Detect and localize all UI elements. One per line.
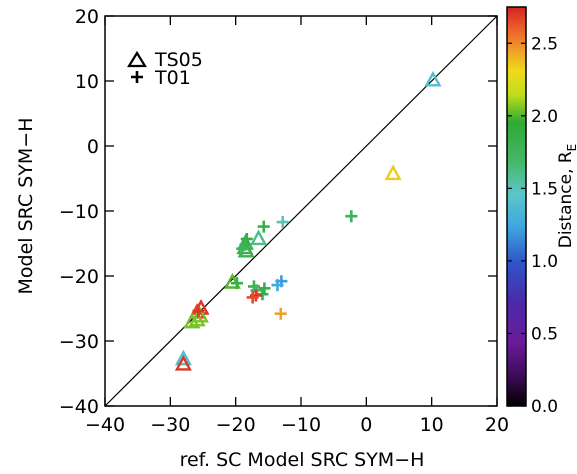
t01-marker <box>230 277 243 290</box>
x-tick-label: 10 <box>420 414 444 436</box>
ts05-marker <box>183 312 201 329</box>
ts05-marker <box>250 229 268 246</box>
t01-marker <box>258 282 271 295</box>
y-tick-label: −20 <box>59 266 99 288</box>
ts05-marker <box>223 272 241 289</box>
legend-label-ts05: TS05 <box>154 49 203 71</box>
ts05-marker <box>424 70 442 87</box>
y-tick-label: −10 <box>59 201 99 223</box>
colorbar-tick-label: 1.0 <box>531 252 558 272</box>
legend-label-t01: T01 <box>154 67 191 89</box>
t01-marker <box>271 279 284 292</box>
y-axis-title: Model SRC SYM−H <box>15 118 37 295</box>
data-markers <box>174 70 442 371</box>
legend-triangle-icon <box>127 50 147 68</box>
legend-plus-icon <box>131 71 143 83</box>
t01-marker <box>192 305 205 318</box>
t01-marker <box>257 220 270 233</box>
colorbar-tick-label: 0.5 <box>531 324 558 344</box>
y-tick-label: 10 <box>75 71 99 93</box>
ts05-marker <box>174 349 192 366</box>
t01-marker <box>240 232 253 245</box>
y-axis: −40 −30 −20 −10 0 10 20 <box>59 6 497 418</box>
y-tick-label: −30 <box>59 331 99 353</box>
x-axis: −40 −30 −20 −10 0 10 20 <box>85 16 509 436</box>
x-tick-label: −30 <box>150 414 190 436</box>
colorbar-tick-label: 2.0 <box>531 107 558 127</box>
y-tick-label: −40 <box>59 396 99 418</box>
colorbar-title-subscript: E <box>565 144 577 152</box>
one-to-one-line <box>104 15 498 407</box>
colorbar-tick-label: 2.5 <box>531 34 558 54</box>
y-tick-label: 0 <box>87 136 99 158</box>
t01-marker <box>345 210 358 223</box>
colorbar-tick-label: 0.0 <box>531 397 558 417</box>
t01-marker <box>276 216 289 229</box>
x-tick-label: −10 <box>281 414 321 436</box>
x-tick-label: 0 <box>360 414 372 436</box>
legend: TS05 T01 <box>127 49 203 89</box>
t01-marker <box>274 307 287 320</box>
t01-marker <box>236 242 249 255</box>
t01-marker <box>246 291 259 304</box>
colorbar: 0.0 0.5 1.0 1.5 2.0 2.5 Distance, RE <box>506 6 577 417</box>
colorbar-gradient <box>506 6 527 407</box>
colorbar-title: Distance, RE <box>556 144 577 249</box>
ts05-marker <box>384 164 402 181</box>
x-tick-label: 20 <box>485 414 509 436</box>
x-axis-title: ref. SC Model SRC SYM−H <box>180 449 425 471</box>
x-tick-label: −20 <box>216 414 256 436</box>
y-tick-label: 20 <box>75 6 99 28</box>
x-tick-label: −40 <box>85 414 125 436</box>
colorbar-ticks: 0.0 0.5 1.0 1.5 2.0 2.5 <box>507 34 558 417</box>
colorbar-tick-label: 1.5 <box>531 179 558 199</box>
ts05-marker <box>174 354 192 371</box>
